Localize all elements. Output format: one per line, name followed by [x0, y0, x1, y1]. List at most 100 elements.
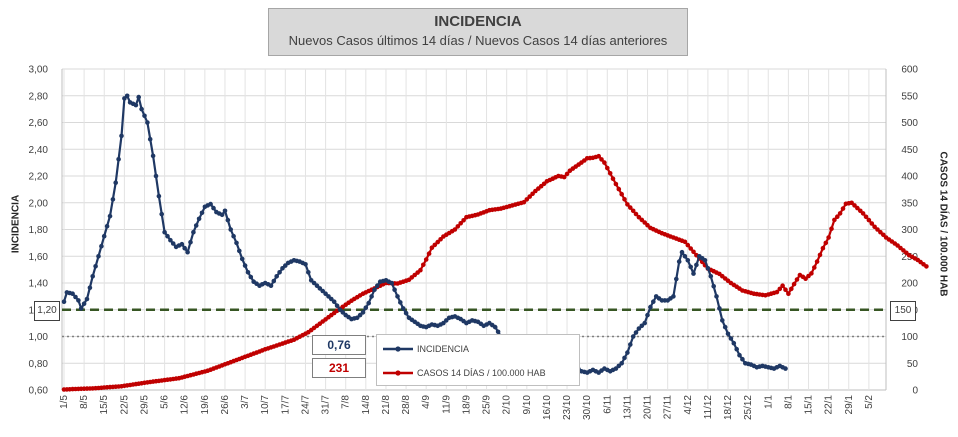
incidencia-point	[694, 262, 699, 268]
y-axis-right-label: CASOS 14 DÍAS / 100.000 HAB	[937, 151, 949, 297]
incidencia-point	[303, 262, 308, 267]
casos-point	[855, 205, 860, 211]
x-tick-label: 21/8	[381, 395, 392, 415]
x-tick-label: 11/9	[441, 395, 452, 414]
casos-point	[872, 224, 877, 230]
x-tick-label: 2/10	[502, 395, 513, 415]
x-tick-label: 4/12	[683, 395, 694, 415]
casos-point	[616, 186, 622, 192]
incidencia-point	[219, 212, 225, 218]
incidencia-point	[676, 259, 682, 264]
incidencia-point	[360, 310, 366, 315]
incidencia-point	[248, 274, 254, 280]
left-tick-label: 1,40	[29, 279, 49, 290]
x-tick-label: 8/5	[79, 395, 90, 409]
left-tick-label: 3,00	[29, 65, 49, 76]
incidencia-point	[159, 211, 164, 217]
incidencia-point	[613, 366, 619, 371]
incidencia-point	[323, 291, 328, 297]
casos-point	[924, 264, 929, 269]
incidencia-point	[99, 243, 104, 249]
incidencia-point	[170, 241, 176, 246]
casos-point	[777, 286, 783, 292]
casos-point	[791, 281, 797, 287]
incidencia-point	[191, 229, 196, 235]
casos-point	[521, 199, 527, 205]
x-tick-label: 25/9	[482, 395, 493, 415]
incidencia-point	[182, 245, 187, 251]
incidencia-point	[645, 312, 650, 318]
incidencia-point	[311, 280, 317, 286]
casos-point	[619, 191, 624, 197]
casos-point	[860, 211, 866, 216]
x-tick-label: 29/1	[844, 395, 855, 415]
incidencia-point	[702, 258, 708, 263]
x-tick-label: 22/1	[824, 395, 835, 415]
threshold-left-label: 1,20	[34, 301, 60, 321]
casos-point	[432, 242, 438, 248]
right-tick-label: 600	[901, 65, 918, 76]
current-casos-value: 231	[312, 358, 366, 378]
casos-point	[426, 251, 432, 256]
incidencia-point	[705, 266, 711, 271]
casos-point	[783, 287, 788, 293]
casos-point	[840, 206, 846, 211]
incidencia-point	[622, 355, 627, 361]
incidencia-point	[211, 205, 216, 211]
incidencia-point	[225, 217, 231, 223]
incidencia-point	[737, 352, 742, 358]
incidencia-point	[113, 180, 118, 185]
x-tick-label: 14/8	[361, 395, 372, 415]
x-tick-label: 24/7	[300, 395, 311, 415]
incidencia-point	[76, 298, 81, 303]
incidencia-point	[717, 306, 722, 311]
casos-point	[875, 227, 880, 232]
incidencia-point	[274, 274, 280, 279]
casos-point	[423, 257, 429, 262]
incidencia-point	[110, 197, 116, 202]
casos-point	[789, 286, 794, 292]
incidencia-point	[168, 237, 173, 243]
incidencia-point	[222, 208, 228, 214]
incidencia-point	[630, 334, 636, 339]
incidencia-point	[139, 106, 144, 112]
casos-point	[817, 252, 823, 258]
casos-point	[866, 217, 872, 223]
x-tick-label: 29/5	[139, 395, 150, 415]
casos-point	[645, 222, 650, 228]
x-tick-label: 9/10	[522, 395, 533, 415]
casos-point	[435, 239, 441, 245]
incidencia-point	[395, 294, 400, 299]
incidencia-point	[633, 330, 639, 335]
casos-point	[826, 235, 831, 240]
legend-item-incidencia: INCIDENCIA	[383, 341, 469, 357]
casos-point	[530, 191, 535, 197]
casos-point	[780, 283, 785, 289]
incidencia-point	[403, 310, 409, 316]
casos-point	[452, 227, 458, 232]
incidencia-point	[162, 229, 167, 235]
incidencia-point	[73, 294, 78, 300]
casos-point	[438, 237, 443, 242]
left-tick-label: 0,60	[29, 386, 49, 397]
incidencia-point	[389, 280, 395, 286]
casos-point	[803, 276, 808, 282]
x-axis-ticks: 1/5 8/5 15/5 22/5 29/5 5/6 12/6 19/6 26/6 3/7 10/7…	[59, 395, 875, 420]
incidencia-point	[651, 299, 656, 305]
incidencia-point	[124, 93, 130, 99]
incidencia-point	[740, 356, 745, 362]
x-tick-label: 11/12	[703, 395, 714, 420]
x-tick-label: 4/9	[421, 395, 432, 409]
casos-point	[421, 262, 426, 268]
incidencia-point	[101, 233, 107, 239]
right-tick-label: 500	[901, 118, 918, 129]
x-tick-label: 3/7	[240, 395, 251, 409]
x-tick-label: 19/6	[200, 395, 211, 415]
casos-point	[812, 265, 817, 270]
casos-point	[628, 205, 633, 210]
y-axis-left-label: INCIDENCIA	[10, 194, 22, 254]
casos-point	[863, 214, 869, 220]
incidencia-point	[720, 318, 725, 323]
x-tick-label: 31/7	[321, 395, 332, 415]
casos-point	[829, 226, 834, 231]
